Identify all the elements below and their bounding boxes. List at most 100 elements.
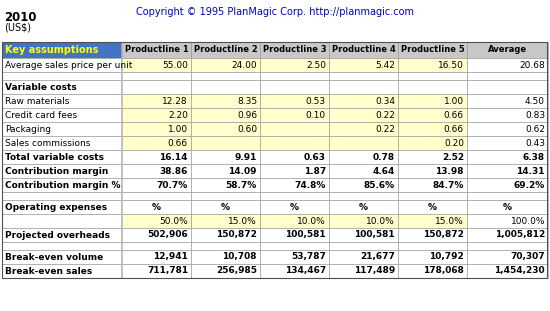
Text: 0.83: 0.83: [525, 110, 545, 119]
Bar: [260, 164, 329, 178]
Text: Total variable costs: Total variable costs: [5, 152, 104, 161]
Bar: [2, 164, 121, 178]
Text: 14.09: 14.09: [228, 166, 257, 175]
Text: 2.52: 2.52: [442, 152, 464, 161]
Bar: [191, 264, 260, 278]
Text: 38.86: 38.86: [160, 166, 188, 175]
Bar: [2, 242, 121, 250]
Text: 6.38: 6.38: [523, 152, 545, 161]
Bar: [191, 192, 260, 200]
Bar: [122, 136, 191, 150]
Text: 1.00: 1.00: [168, 124, 188, 133]
Bar: [398, 42, 467, 58]
Text: 0.96: 0.96: [237, 110, 257, 119]
Bar: [398, 122, 467, 136]
Bar: [191, 94, 260, 108]
Bar: [191, 42, 260, 58]
Bar: [329, 178, 398, 192]
Bar: [191, 250, 260, 264]
Bar: [329, 192, 398, 200]
Text: 711,781: 711,781: [147, 267, 188, 276]
Text: 256,985: 256,985: [216, 267, 257, 276]
Text: Productline 5: Productline 5: [400, 45, 464, 54]
Bar: [122, 164, 191, 178]
Text: 0.63: 0.63: [304, 152, 326, 161]
Text: 70.7%: 70.7%: [157, 180, 188, 189]
Bar: [329, 108, 398, 122]
Bar: [191, 228, 260, 242]
Text: 55.00: 55.00: [162, 61, 188, 69]
Bar: [329, 42, 398, 58]
Text: 8.35: 8.35: [237, 96, 257, 105]
Bar: [122, 228, 191, 242]
Bar: [467, 80, 548, 94]
Bar: [467, 178, 548, 192]
Bar: [398, 164, 467, 178]
Text: 5.42: 5.42: [375, 61, 395, 69]
Text: 0.62: 0.62: [525, 124, 545, 133]
Text: 0.34: 0.34: [375, 96, 395, 105]
Text: 0.53: 0.53: [306, 96, 326, 105]
Bar: [122, 178, 191, 192]
Bar: [2, 94, 121, 108]
Text: Productline 1: Productline 1: [125, 45, 188, 54]
Text: 10,708: 10,708: [223, 253, 257, 262]
Text: Contribution margin %: Contribution margin %: [5, 180, 120, 189]
Text: Variable costs: Variable costs: [5, 82, 77, 91]
Bar: [467, 42, 548, 58]
Bar: [467, 242, 548, 250]
Bar: [467, 150, 548, 164]
Bar: [191, 108, 260, 122]
Bar: [398, 136, 467, 150]
Bar: [260, 42, 329, 58]
Bar: [122, 192, 191, 200]
Text: 0.60: 0.60: [237, 124, 257, 133]
Text: 13.98: 13.98: [436, 166, 464, 175]
Bar: [260, 228, 329, 242]
Bar: [2, 200, 121, 214]
Bar: [2, 214, 121, 228]
Text: 12,941: 12,941: [153, 253, 188, 262]
Text: Productline 3: Productline 3: [263, 45, 326, 54]
Text: 4.50: 4.50: [525, 96, 545, 105]
Text: 14.31: 14.31: [516, 166, 545, 175]
Text: 2.20: 2.20: [168, 110, 188, 119]
Bar: [467, 214, 548, 228]
Bar: [260, 72, 329, 80]
Bar: [398, 72, 467, 80]
Text: 70,307: 70,307: [510, 253, 545, 262]
Bar: [398, 214, 467, 228]
Bar: [191, 80, 260, 94]
Bar: [260, 136, 329, 150]
Text: %: %: [503, 202, 512, 211]
Bar: [2, 264, 121, 278]
Bar: [191, 150, 260, 164]
Bar: [467, 72, 548, 80]
Text: Operating expenses: Operating expenses: [5, 202, 107, 211]
Bar: [191, 178, 260, 192]
Bar: [329, 264, 398, 278]
Bar: [398, 264, 467, 278]
Text: Credit card fees: Credit card fees: [5, 110, 77, 119]
Text: Copyright © 1995 PlanMagic Corp. http://planmagic.com: Copyright © 1995 PlanMagic Corp. http://…: [136, 7, 414, 17]
Bar: [122, 94, 191, 108]
Bar: [398, 228, 467, 242]
Bar: [260, 178, 329, 192]
Bar: [191, 164, 260, 178]
Text: 10.0%: 10.0%: [297, 216, 326, 225]
Bar: [329, 94, 398, 108]
Text: %: %: [152, 202, 161, 211]
Text: 84.7%: 84.7%: [433, 180, 464, 189]
Text: 100.0%: 100.0%: [510, 216, 545, 225]
Text: 16.14: 16.14: [160, 152, 188, 161]
Bar: [2, 136, 121, 150]
Text: Productline 2: Productline 2: [194, 45, 257, 54]
Text: 4.64: 4.64: [373, 166, 395, 175]
Text: Packaging: Packaging: [5, 124, 51, 133]
Bar: [260, 122, 329, 136]
Bar: [2, 150, 121, 164]
Bar: [260, 94, 329, 108]
Bar: [329, 228, 398, 242]
Bar: [467, 200, 548, 214]
Bar: [398, 108, 467, 122]
